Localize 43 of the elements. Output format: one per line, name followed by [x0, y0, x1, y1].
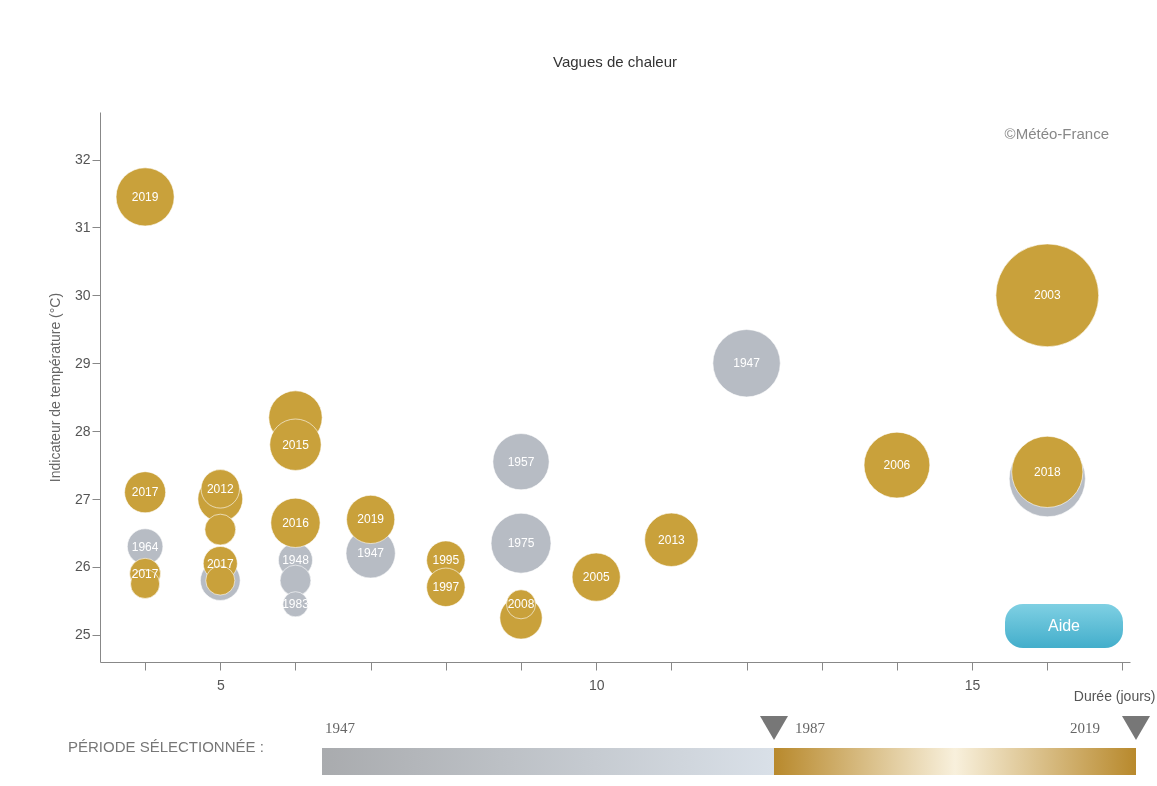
text: 1987	[795, 720, 825, 737]
annotation: 2016	[282, 515, 310, 530]
annotation: 2015	[282, 437, 310, 452]
text: 2019	[1070, 720, 1100, 737]
annotation: 1947	[357, 546, 385, 561]
annotation: 2005	[582, 570, 610, 585]
y-axis-title: Indicateur de température (°C)	[46, 292, 63, 483]
annotation: ©Météo-France	[1004, 125, 1109, 142]
annotation: 2019	[131, 189, 159, 204]
text: PÉRIODE SÉLECTIONNÉE :	[68, 738, 264, 755]
y-tick-label: 30	[74, 286, 91, 303]
annotation: 1995	[432, 553, 460, 568]
annotation: 2017	[206, 556, 234, 571]
chart-title: Vagues de chaleur	[553, 53, 677, 70]
y-tick-label: 29	[74, 354, 91, 371]
annotation: 1948	[282, 553, 310, 568]
y-tick-label: 32	[74, 151, 91, 168]
text: 1947	[325, 720, 355, 737]
annotation: 1964	[131, 539, 159, 554]
help-button: Aide	[1005, 604, 1123, 648]
annotation: 1997	[432, 580, 460, 595]
annotation: 2013	[658, 532, 686, 547]
annotation: 2017	[131, 566, 159, 581]
y-tick-label: 27	[74, 490, 91, 507]
annotation: 2018	[1033, 464, 1061, 479]
y-tick-label: 26	[74, 558, 91, 575]
y-tick-label: 28	[74, 422, 91, 439]
annotation: 2019	[357, 512, 385, 527]
annotation: 2012	[206, 481, 234, 496]
x-tick-label: 15	[964, 676, 981, 693]
y-tick-label: 31	[74, 218, 91, 235]
annotation: 1975	[507, 536, 535, 551]
x-tick-label: 5	[216, 676, 225, 693]
x-tick-label: 10	[588, 676, 605, 693]
annotation: 2008	[507, 597, 535, 612]
annotation: 2006	[883, 458, 911, 473]
annotation: 2003	[1033, 288, 1061, 303]
y-tick-label: 25	[74, 626, 91, 643]
annotation: 1983	[282, 597, 310, 612]
annotation: 1957	[507, 454, 535, 469]
annotation: 1947	[733, 356, 761, 371]
x-axis-title: Durée (jours)	[1073, 687, 1156, 704]
annotation: 2017	[131, 485, 159, 500]
